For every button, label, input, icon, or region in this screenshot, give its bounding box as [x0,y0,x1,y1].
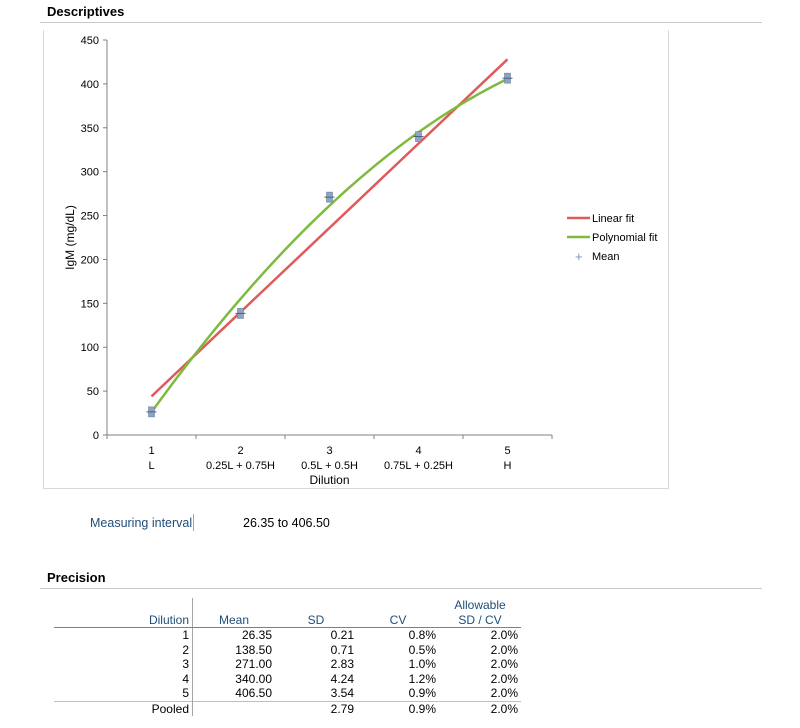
cell-pooled-mean [192,700,275,716]
cell-dilution: 4 [54,671,193,686]
y-tick-label: 0 [93,430,99,442]
cell-cv: 0.9% [408,686,436,700]
y-tick-label: 350 [81,123,99,135]
header-mean: Mean [192,612,275,628]
y-tick-label: 300 [81,167,99,179]
table-row: 5 406.50 3.54 0.9% 2.0% [54,686,521,701]
x-tick-label: 5 [504,445,510,457]
cell-cv: 0.5% [408,642,436,657]
measuring-interval-label: Measuring interval [90,516,193,530]
cell-sd: 0.71 [330,642,354,657]
y-tick-label: 450 [81,35,99,47]
legend-linear-label: Linear fit [592,213,634,225]
cell-mean: 271.00 [235,657,272,671]
header-row: Dilution Mean SD CV SD / CV [54,612,521,628]
cell-cv: 1.2% [408,671,436,686]
legend-mean-swatch: + [575,249,583,264]
pooled-row: Pooled 2.79 0.9% 2.0% [54,700,521,716]
precision-heading: Precision [47,570,106,585]
cell-allowable: 2.0% [490,642,518,657]
descriptives-rule [40,22,762,23]
cell-mean: 26.35 [241,628,272,642]
cell-mean: 406.50 [235,686,272,700]
y-tick-label: 100 [81,342,99,354]
cell-cv: 1.0% [408,657,436,671]
x-tick-sublabel: 0.5L + 0.5H [301,460,358,472]
cell-dilution: 1 [54,627,193,643]
linear-fit-line [150,58,509,398]
x-tick-label: 2 [237,445,243,457]
cell-mean: 138.50 [235,642,272,657]
cell-mean: 340.00 [235,671,272,686]
x-tick-sublabel: 0.25L + 0.75H [206,460,275,472]
cell-sd: 3.54 [330,686,354,700]
chart-area: 0 50 100 150 200 250 300 350 400 450 1 L 2 0.25L + 0.… [43,30,669,489]
measuring-interval-separator [193,514,194,531]
x-tick-label: 4 [415,445,421,457]
legend-mean-label: Mean [592,251,620,263]
header-row-top: Allowable [54,598,521,613]
cell-dilution: 2 [54,642,193,657]
cell-allowable: 2.0% [490,671,518,686]
x-axis-title: Dilution [309,473,349,487]
cell-sd: 0.21 [330,628,354,642]
cell-pooled-sd: 2.79 [275,700,357,716]
cell-allowable: 2.0% [490,686,518,700]
polynomial-fit-curve [150,77,509,413]
header-cv: CV [357,612,439,628]
precision-rule [40,588,762,589]
y-tick-label: 200 [81,254,99,266]
y-tick-label: 150 [81,298,99,310]
cell-pooled-allowable: 2.0% [439,700,521,716]
cell-pooled-label: Pooled [54,700,193,716]
cell-sd: 4.24 [330,671,354,686]
cell-pooled-cv: 0.9% [357,700,439,716]
table-row: 1 26.35 0.21 0.8% 2.0% [54,627,521,643]
y-tick-label: 400 [81,79,99,91]
cell-allowable: 2.0% [490,657,518,671]
cell-dilution: 5 [54,686,193,701]
cell-allowable: 2.0% [490,628,518,642]
descriptives-heading: Descriptives [47,4,125,19]
x-tick-sublabel: 0.75L + 0.25H [384,460,453,472]
header-spacer [54,598,193,613]
y-axis-title: IgM (mg/dL) [63,205,77,270]
x-tick-label: 3 [326,445,332,457]
y-tick-label: 50 [87,386,99,398]
precision-table: Allowable Dilution Mean SD CV SD / CV 1 … [54,598,521,716]
header-dilution: Dilution [54,612,193,628]
x-tick-label: 1 [148,445,154,457]
table-row: 4 340.00 4.24 1.2% 2.0% [54,671,521,686]
header-allowable: SD / CV [439,612,521,628]
x-tick-sublabel: H [504,460,512,472]
legend-polynomial-label: Polynomial fit [592,232,657,244]
chart-svg: 0 50 100 150 200 250 300 350 400 450 1 L 2 0.25L + 0.… [63,35,657,487]
cell-cv: 0.8% [408,628,436,642]
table-row: 3 271.00 2.83 1.0% 2.0% [54,657,521,672]
header-allowable-top: Allowable [454,598,506,612]
cell-dilution: 3 [54,657,193,672]
cell-sd: 2.83 [330,657,354,671]
measuring-interval-value: 26.35 to 406.50 [243,516,330,530]
header-sd: SD [275,612,357,628]
table-row: 2 138.50 0.71 0.5% 2.0% [54,642,521,657]
x-tick-sublabel: L [148,460,154,472]
y-tick-label: 250 [81,211,99,223]
